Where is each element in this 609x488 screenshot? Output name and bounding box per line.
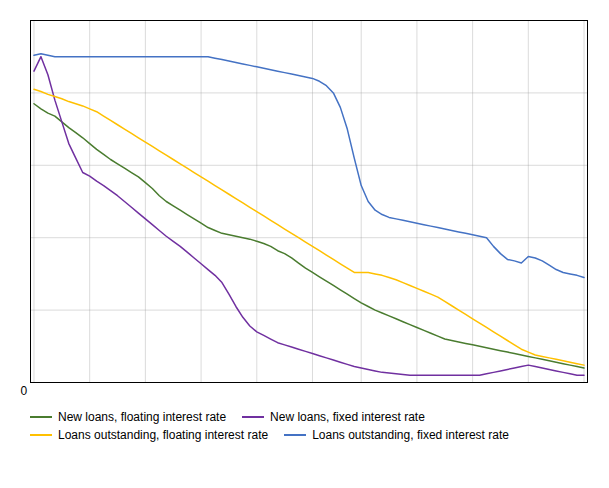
svg-text:0: 0 bbox=[21, 384, 28, 398]
html-text:Loans outstanding, floating in: Loans outstanding, floating interest rat… bbox=[58, 428, 269, 442]
html-text:New loans, floating interest r: New loans, floating interest rate bbox=[58, 410, 227, 424]
html-text:Loans outstanding, fixed inter: Loans outstanding, fixed interest rate bbox=[312, 428, 509, 442]
html-text:New loans, fixed interest rate: New loans, fixed interest rate bbox=[270, 410, 425, 424]
